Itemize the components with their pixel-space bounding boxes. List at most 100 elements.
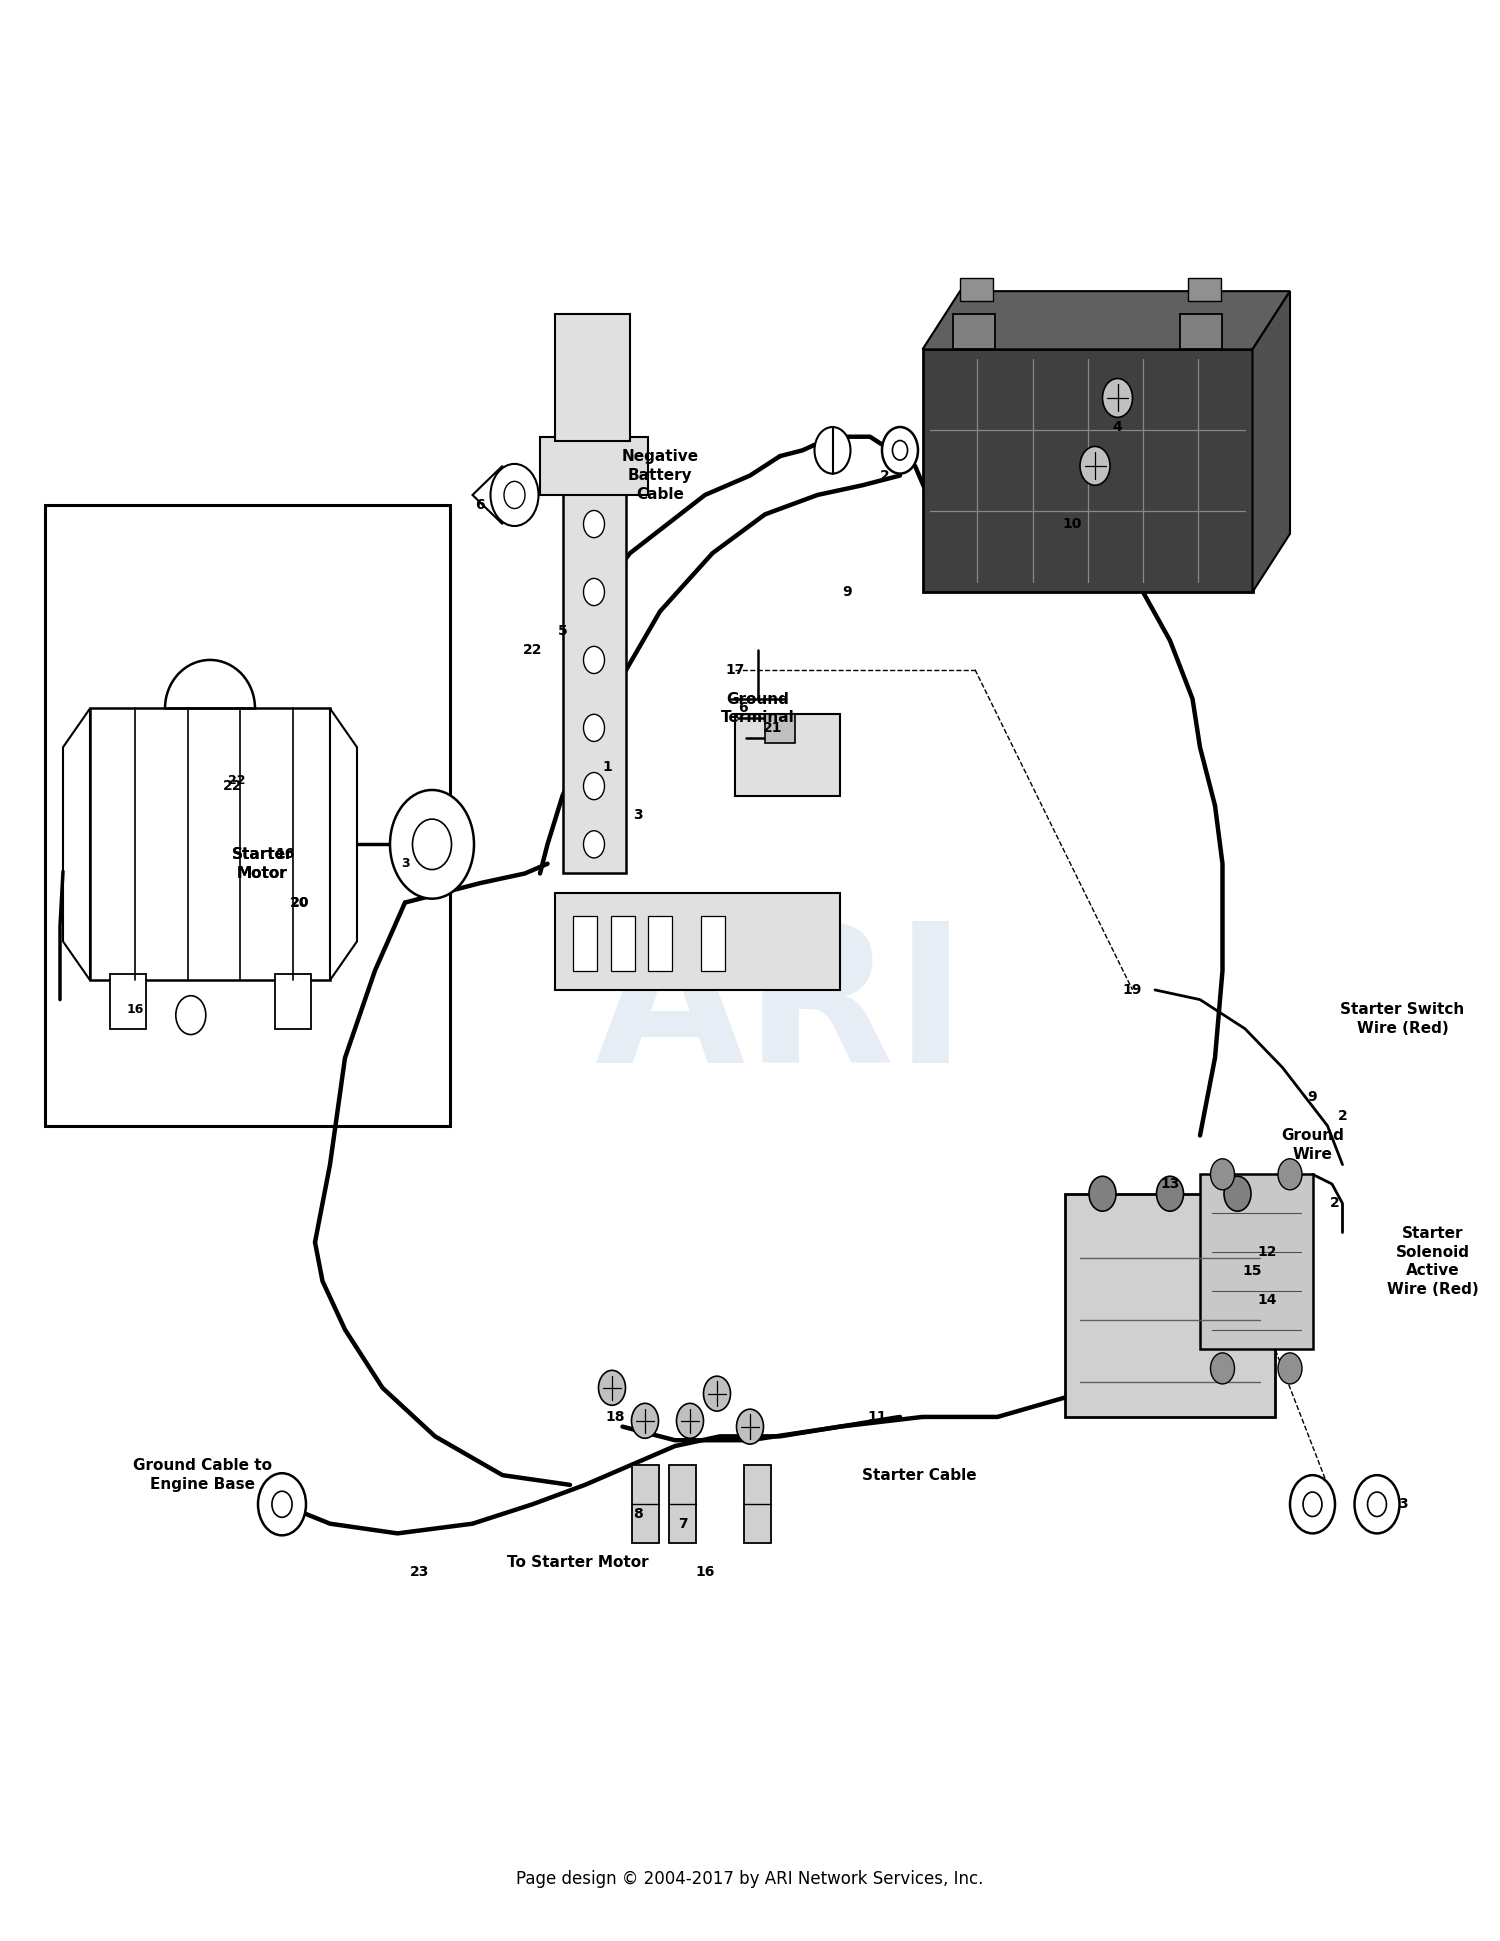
Circle shape — [413, 819, 452, 870]
Text: 12: 12 — [1257, 1244, 1276, 1260]
Circle shape — [1224, 1176, 1251, 1211]
Text: 10: 10 — [1064, 516, 1082, 532]
Text: 9: 9 — [1308, 1089, 1317, 1104]
Text: 7: 7 — [678, 1516, 687, 1531]
Circle shape — [490, 464, 538, 526]
Text: Ground
Terminal: Ground Terminal — [720, 691, 795, 726]
Bar — [610, 916, 634, 970]
Polygon shape — [1252, 291, 1290, 592]
Text: ARI: ARI — [594, 916, 966, 1102]
Text: 6: 6 — [476, 497, 484, 512]
Circle shape — [1080, 446, 1110, 485]
Circle shape — [1278, 1353, 1302, 1384]
Circle shape — [1368, 1493, 1386, 1516]
Bar — [669, 1465, 696, 1543]
Circle shape — [584, 578, 604, 606]
Text: 8: 8 — [633, 1506, 642, 1522]
Text: 20: 20 — [291, 895, 309, 910]
Bar — [45, 505, 450, 1126]
Bar — [1188, 278, 1221, 301]
Circle shape — [1354, 1475, 1400, 1533]
Circle shape — [676, 1403, 703, 1438]
Circle shape — [632, 1403, 658, 1438]
Text: 1: 1 — [603, 759, 612, 774]
Circle shape — [1290, 1475, 1335, 1533]
Text: 17: 17 — [726, 662, 744, 677]
Circle shape — [1278, 1159, 1302, 1190]
Text: Starter
Solenoid
Active
Wire (Red): Starter Solenoid Active Wire (Red) — [1386, 1227, 1479, 1297]
Text: 3: 3 — [1398, 1497, 1407, 1512]
Circle shape — [892, 441, 908, 460]
Text: 16: 16 — [276, 846, 294, 862]
Bar — [540, 437, 648, 495]
Text: Ground Cable to
Engine Base: Ground Cable to Engine Base — [134, 1458, 272, 1493]
Text: Starter
Motor: Starter Motor — [231, 846, 294, 881]
Bar — [1065, 1194, 1275, 1417]
Text: 2: 2 — [1330, 1196, 1340, 1211]
Text: Starter
Motor: Starter Motor — [231, 846, 294, 881]
Text: 6: 6 — [738, 701, 747, 716]
Polygon shape — [472, 466, 502, 524]
Circle shape — [1210, 1353, 1234, 1384]
Text: 11: 11 — [867, 1409, 888, 1425]
Polygon shape — [922, 291, 1290, 349]
Circle shape — [1304, 1493, 1322, 1516]
Text: 21: 21 — [762, 720, 783, 736]
Bar — [700, 916, 724, 970]
Circle shape — [272, 1491, 292, 1518]
Circle shape — [1156, 1176, 1184, 1211]
Text: 2: 2 — [1338, 1108, 1347, 1124]
Polygon shape — [330, 708, 357, 980]
Text: 16: 16 — [126, 1003, 144, 1015]
Text: 3: 3 — [400, 858, 410, 870]
Circle shape — [736, 1409, 764, 1444]
Bar — [735, 714, 840, 796]
Bar — [555, 314, 630, 441]
Text: 5: 5 — [558, 623, 567, 639]
Text: 22: 22 — [228, 774, 246, 786]
Text: Starter Switch
Wire (Red): Starter Switch Wire (Red) — [1341, 1002, 1464, 1036]
Bar — [648, 916, 672, 970]
Bar — [110, 974, 146, 1029]
Text: 22: 22 — [522, 642, 543, 658]
Bar — [573, 916, 597, 970]
Bar — [960, 278, 993, 301]
Circle shape — [598, 1370, 625, 1405]
Text: 20: 20 — [291, 897, 309, 908]
Bar — [274, 974, 310, 1029]
Circle shape — [504, 481, 525, 509]
Text: 16: 16 — [696, 1564, 714, 1580]
Circle shape — [584, 510, 604, 538]
Text: 14: 14 — [1257, 1293, 1276, 1308]
Circle shape — [704, 1376, 730, 1411]
Text: 19: 19 — [1124, 982, 1142, 998]
Circle shape — [584, 773, 604, 800]
Text: To Starter Motor: To Starter Motor — [507, 1555, 648, 1570]
Text: 9: 9 — [843, 584, 852, 600]
Text: 13: 13 — [1161, 1176, 1179, 1192]
Circle shape — [390, 790, 474, 899]
Bar — [90, 708, 330, 980]
Circle shape — [1089, 1176, 1116, 1211]
Text: 4: 4 — [1113, 419, 1122, 435]
Circle shape — [1102, 378, 1132, 417]
Circle shape — [258, 1473, 306, 1535]
Text: 3: 3 — [633, 807, 642, 823]
Text: 2: 2 — [880, 468, 890, 483]
Text: Negative
Battery
Cable: Negative Battery Cable — [621, 450, 699, 501]
Circle shape — [1210, 1159, 1234, 1190]
Bar — [765, 714, 795, 743]
Circle shape — [815, 427, 850, 474]
Bar — [555, 893, 840, 990]
Polygon shape — [63, 708, 90, 980]
Bar — [744, 1465, 771, 1543]
Circle shape — [176, 996, 206, 1035]
Text: Ground
Wire: Ground Wire — [1281, 1128, 1344, 1163]
Text: Starter Cable: Starter Cable — [862, 1467, 976, 1483]
Circle shape — [882, 427, 918, 474]
Text: 23: 23 — [411, 1564, 429, 1580]
Text: Page design © 2004-2017 by ARI Network Services, Inc.: Page design © 2004-2017 by ARI Network S… — [516, 1869, 984, 1889]
Circle shape — [584, 831, 604, 858]
Bar — [562, 476, 626, 873]
Circle shape — [584, 714, 604, 741]
